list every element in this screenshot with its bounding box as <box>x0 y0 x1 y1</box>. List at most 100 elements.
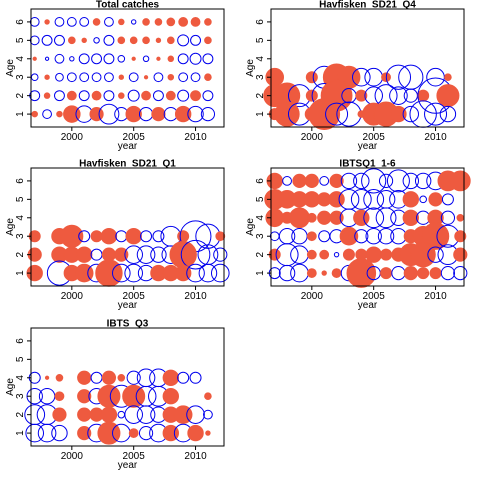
bubble-point-negative <box>69 56 75 62</box>
bubble-point-negative <box>200 106 216 122</box>
bubble-point-negative <box>124 263 143 283</box>
bubble-point-negative <box>282 176 292 186</box>
bubble-point-positive <box>305 71 318 84</box>
bubble-point-positive <box>44 375 50 380</box>
bubble-point-negative <box>103 34 115 46</box>
bubble-point-positive <box>306 249 317 260</box>
bubble-point-negative <box>124 405 143 424</box>
bubble-point-positive <box>454 230 467 243</box>
bubble-point-positive <box>89 106 104 122</box>
bubble-point-positive <box>402 191 419 208</box>
bubble-point-positive <box>317 210 332 225</box>
x-tick-label: 2000 <box>301 132 324 143</box>
bubble-point-negative <box>78 53 90 65</box>
bubble-point-positive <box>289 207 310 229</box>
bubble-point-positive <box>205 430 211 436</box>
bubble-point-positive <box>331 268 342 278</box>
bubble-point-positive <box>328 191 345 208</box>
bubble-point-positive <box>117 373 126 382</box>
bubble-point-negative <box>190 72 201 83</box>
bubble-point-positive <box>346 258 377 288</box>
bubble-point-positive <box>292 173 307 189</box>
bubble-point-negative <box>104 17 114 27</box>
bubble-point-negative <box>319 176 330 186</box>
y-tick-label: 3 <box>255 233 266 239</box>
bubble-point-positive <box>162 388 180 405</box>
bubble-point-positive <box>91 90 102 101</box>
bubble-point-negative <box>37 423 57 443</box>
y-tick-label: 3 <box>255 74 266 80</box>
bubble-point-positive <box>204 36 212 45</box>
bubble-point-negative <box>25 423 45 443</box>
bubble-point-positive <box>174 105 192 123</box>
bubble-point-negative <box>377 228 395 245</box>
bubble-point-positive <box>43 92 51 99</box>
bubble-point-positive <box>162 369 180 386</box>
bubble-point-positive <box>122 384 146 408</box>
x-axis-label: year <box>118 141 138 152</box>
bubble-point-negative <box>441 193 454 206</box>
y-tick-label: 2 <box>15 92 26 98</box>
bubble-point-positive <box>342 248 355 261</box>
bubble-point-positive <box>449 170 471 192</box>
bubble-point-negative <box>378 173 394 189</box>
bubble-point-positive <box>166 17 176 27</box>
bubble-point-positive <box>143 75 149 80</box>
bubble-point-positive <box>155 37 162 44</box>
bubble-point-negative <box>103 53 115 65</box>
bubble-point-negative <box>150 246 167 263</box>
bubble-point-negative <box>363 207 385 229</box>
y-tick-label: 1 <box>15 430 26 436</box>
bubble-point-positive <box>178 17 189 27</box>
bubble-point-positive <box>304 173 319 189</box>
x-tick-label: 2005 <box>363 132 386 143</box>
y-tick-label: 4 <box>15 56 26 62</box>
y-tick-label: 2 <box>15 251 26 257</box>
y-axis-label: Age <box>5 59 16 77</box>
bubble-point-positive <box>329 173 344 189</box>
bubble-point-positive <box>63 105 81 123</box>
bubble-point-negative <box>402 105 419 123</box>
bubble-point-positive <box>44 74 50 80</box>
y-axis-label: Age <box>5 218 16 236</box>
bubble-point-negative <box>153 72 164 83</box>
bubble-point-negative <box>439 105 457 123</box>
bubble-point-positive <box>125 228 142 245</box>
bubble-point-positive <box>142 36 150 45</box>
bubble-point-negative <box>177 89 190 102</box>
panel-title: Havfisken_SD21_Q4 <box>319 0 416 11</box>
bubble-point-negative <box>187 105 204 123</box>
y-tick-label: 1 <box>15 270 26 276</box>
x-tick-label: 2005 <box>123 291 146 302</box>
y-tick-label: 4 <box>255 56 266 62</box>
bubble-point-negative <box>453 265 468 281</box>
x-tick-label: 2010 <box>424 132 447 143</box>
bubble-point-positive <box>128 428 139 438</box>
bubble-point-negative <box>136 405 156 424</box>
bubble-point-negative <box>126 370 141 385</box>
bubble-point-negative <box>112 263 131 283</box>
bubble-point-negative <box>66 72 77 83</box>
x-axis-label: year <box>118 300 138 311</box>
bubble-point-positive <box>444 73 452 82</box>
bubble-point-negative <box>340 172 358 190</box>
bubble-point-negative <box>103 90 115 102</box>
bubble-point-positive <box>403 265 418 281</box>
bubble-point-positive <box>156 56 161 61</box>
bubble-point-positive <box>167 73 175 81</box>
bubble-point-negative <box>363 188 385 210</box>
panel-title: Total catches <box>96 0 160 11</box>
bubble-point-negative <box>202 90 214 102</box>
bubble-point-positive <box>101 370 117 385</box>
bubble-point-negative <box>44 56 50 61</box>
y-tick-label: 5 <box>255 196 266 202</box>
bubble-point-positive <box>339 226 359 246</box>
bubble-point-positive <box>187 424 204 442</box>
bubble-point-negative <box>180 239 211 270</box>
bubble-point-positive <box>44 19 50 25</box>
bubble-point-negative <box>414 172 432 190</box>
y-tick-label: 1 <box>15 111 26 117</box>
bubble-point-positive <box>402 209 419 226</box>
